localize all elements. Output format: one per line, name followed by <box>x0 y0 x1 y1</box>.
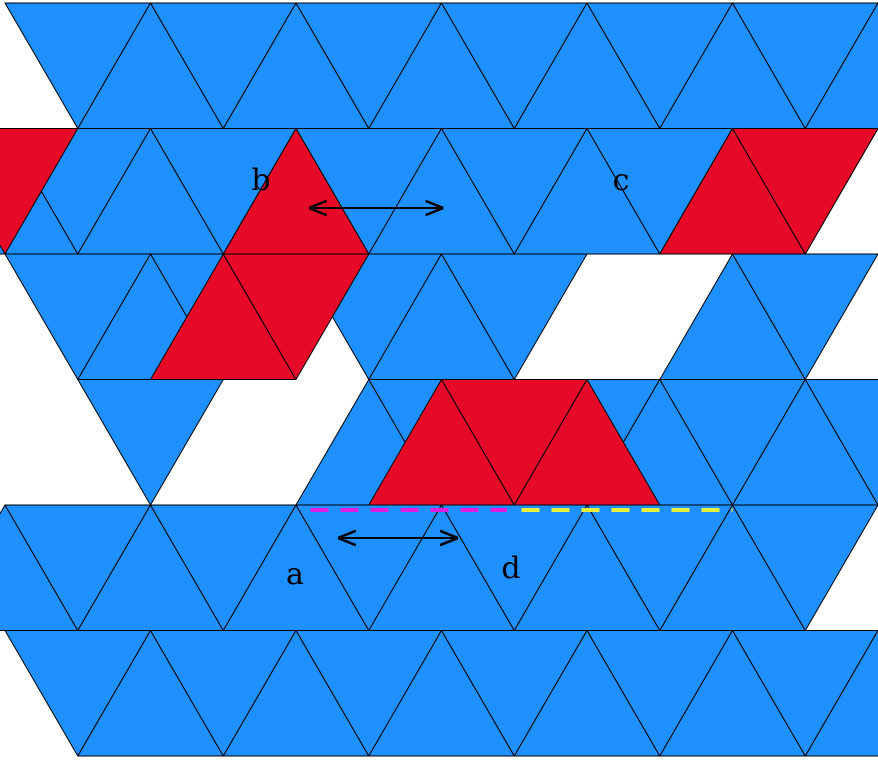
blue-triangle-r3-c11 <box>804 379 878 506</box>
label-b: b <box>251 163 270 198</box>
blue-triangle-r2-c6 <box>441 253 588 380</box>
blue-triangle-r5-c11 <box>804 630 878 757</box>
label-c: c <box>613 163 630 198</box>
red-triangle-r3-c7 <box>513 379 661 506</box>
label-d: d <box>501 551 520 586</box>
arrows-layer <box>311 208 878 600</box>
blue-triangle-r0-c11 <box>804 2 878 129</box>
blue-triangle-r3-c1 <box>77 379 224 506</box>
label-a: a <box>286 557 304 592</box>
red-triangle-r1-c4 <box>222 128 370 255</box>
red-triangle-r1-c11 <box>732 128 878 255</box>
red-triangle-r1-c0 <box>0 128 79 255</box>
